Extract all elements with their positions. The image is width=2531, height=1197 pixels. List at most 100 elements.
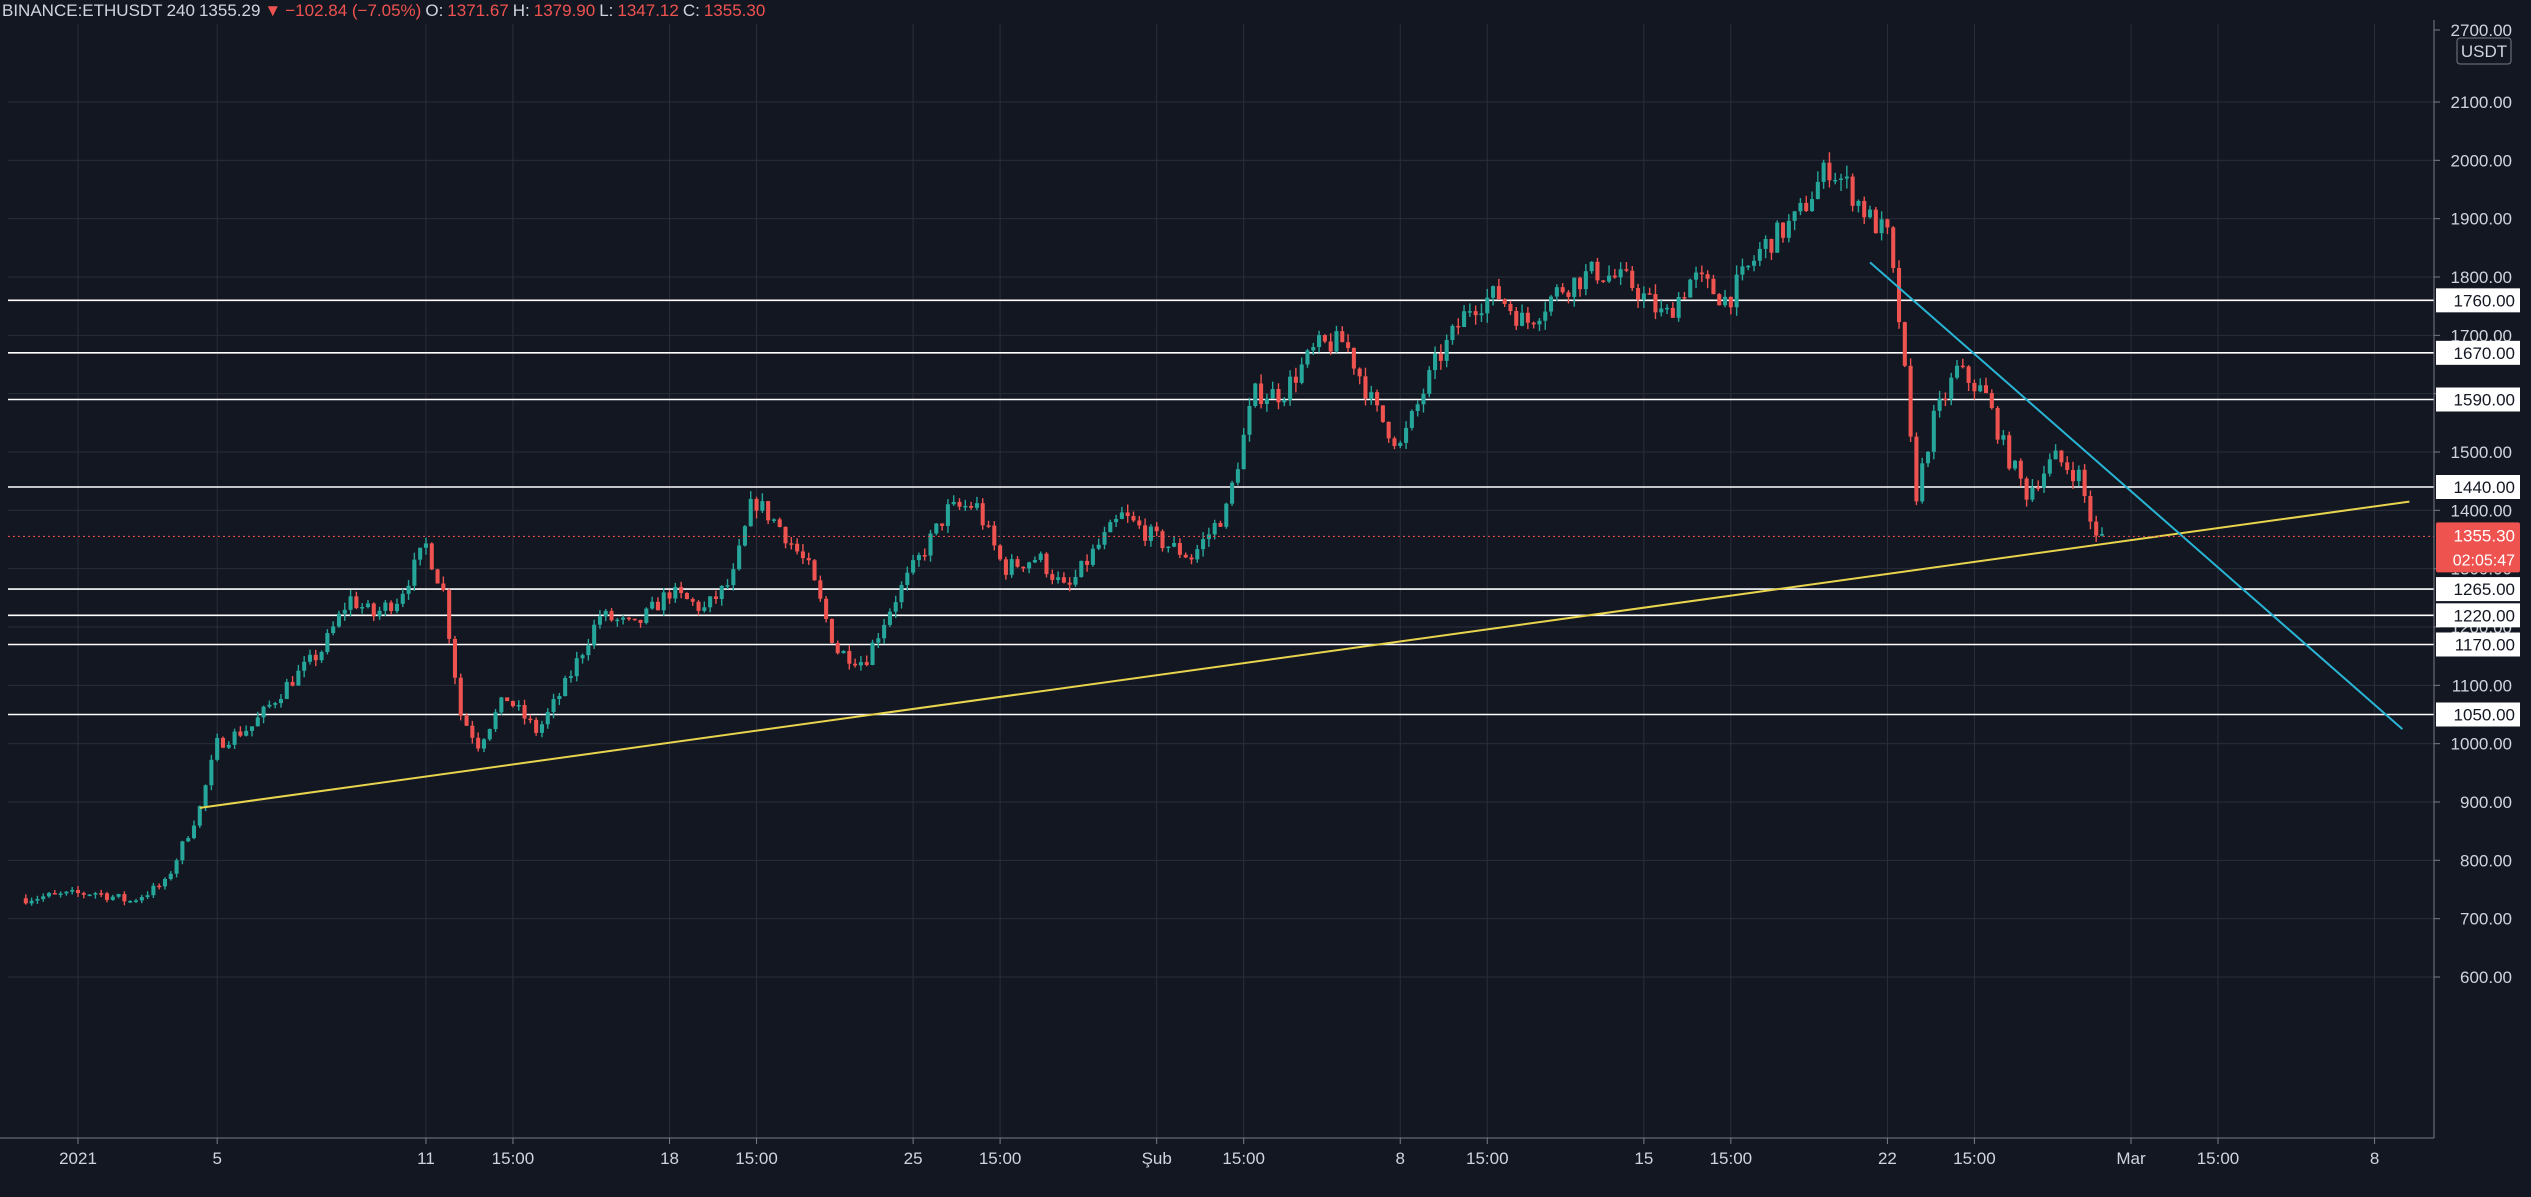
open-label: O: xyxy=(425,1,444,20)
candle xyxy=(261,705,266,724)
candle xyxy=(1131,511,1136,523)
high-label: H: xyxy=(512,1,530,20)
candle-body xyxy=(1653,294,1658,313)
candle xyxy=(505,697,510,702)
candle xyxy=(325,629,330,655)
time-tick-label: 15:00 xyxy=(1710,1149,1753,1168)
candle-body xyxy=(1850,176,1855,206)
candle xyxy=(563,675,568,697)
candle xyxy=(974,496,979,511)
candle xyxy=(1421,388,1426,413)
interval-label[interactable]: 240 xyxy=(166,1,195,20)
candle-body xyxy=(824,598,829,619)
candle-body xyxy=(429,543,434,570)
candle-body xyxy=(1061,577,1066,583)
candle xyxy=(2041,465,2047,493)
candle-body xyxy=(1612,275,1617,278)
candle-body xyxy=(313,654,318,661)
candle xyxy=(1433,346,1438,380)
candle-body xyxy=(1902,322,1907,366)
price-tick-label: 1000.00 xyxy=(2451,735,2512,754)
candle xyxy=(296,664,301,686)
candle xyxy=(1815,171,1820,200)
candle-body xyxy=(934,523,939,534)
candle-body xyxy=(1241,434,1246,470)
candle xyxy=(940,523,945,531)
candle xyxy=(1270,381,1275,399)
candle xyxy=(452,635,457,685)
candle-body xyxy=(621,617,626,620)
candle xyxy=(487,728,492,741)
candle xyxy=(893,595,898,619)
time-tick-label: 8 xyxy=(1396,1149,1405,1168)
candle-body xyxy=(1810,199,1815,212)
candle-body xyxy=(632,618,637,621)
candle xyxy=(1978,378,1983,393)
candle-body xyxy=(1467,311,1472,313)
candle-body xyxy=(1995,408,2000,440)
candle-body xyxy=(557,695,562,700)
resistance-trendline[interactable] xyxy=(1869,261,2404,730)
candle-body xyxy=(1815,181,1820,200)
candle-body xyxy=(1572,277,1577,297)
candle xyxy=(394,598,399,614)
candle-body xyxy=(998,545,1003,560)
candle xyxy=(609,608,614,622)
candle-body xyxy=(1328,341,1333,352)
candle xyxy=(1954,360,1960,380)
time-axis[interactable]: 2021 5 11 15:00 18 15:00 25 15:00 Şub 15:00 8 15:00… xyxy=(59,1138,2379,1168)
candle xyxy=(1009,554,1014,578)
candle xyxy=(1073,569,1078,587)
candle-body xyxy=(1491,286,1496,298)
price-tick-label: 1700.00 xyxy=(2451,326,2512,345)
candle xyxy=(331,621,336,636)
candle-body xyxy=(1456,325,1461,328)
candle xyxy=(139,894,144,904)
candle-body xyxy=(829,618,834,643)
time-axis-background xyxy=(0,1138,2434,1197)
candle xyxy=(1491,285,1496,306)
last-price: 1355.29 xyxy=(198,1,261,20)
time-tick-label: Şub xyxy=(1142,1149,1172,1168)
candle xyxy=(1166,546,1171,553)
candle-body xyxy=(412,559,417,586)
price-axis[interactable]: 600.00 700.00 800.00 900.00 1000.00 1100.00 12… xyxy=(2434,21,2520,987)
candle-body xyxy=(2076,469,2081,482)
candle-body xyxy=(1224,503,1229,527)
candle xyxy=(1531,321,1536,329)
candle-body xyxy=(1885,219,1890,228)
candle xyxy=(853,658,858,668)
candle xyxy=(516,700,521,711)
candle-body xyxy=(1746,265,1751,268)
candle xyxy=(273,701,278,709)
candle xyxy=(412,552,417,591)
candle-body xyxy=(110,896,115,900)
candle xyxy=(708,595,713,613)
candle-body xyxy=(441,583,446,591)
symbol-label[interactable]: BINANCE:ETHUSDT xyxy=(2,1,163,20)
support-trendline[interactable] xyxy=(199,500,2410,809)
candle-body xyxy=(1734,274,1739,308)
level-box-label: 1050.00 xyxy=(2454,706,2515,725)
candle-body xyxy=(296,670,301,686)
candle-body xyxy=(23,898,28,904)
trendlines[interactable] xyxy=(199,261,2410,809)
candle xyxy=(1810,191,1815,212)
candle xyxy=(771,518,776,523)
price-tick-label: 2700.00 xyxy=(2451,21,2512,40)
candle xyxy=(1554,284,1559,302)
level-price-box: 1265.00 xyxy=(2436,577,2520,602)
open-value: 1371.67 xyxy=(447,1,509,20)
candle xyxy=(481,738,486,753)
candle xyxy=(824,596,829,623)
candle-body xyxy=(1334,331,1339,352)
candle-body xyxy=(1392,438,1397,446)
candle-body xyxy=(1340,331,1345,343)
candle xyxy=(447,588,452,644)
candle-body xyxy=(1317,335,1322,348)
candle-body xyxy=(418,547,423,560)
candle-body xyxy=(2065,462,2070,471)
candle-body xyxy=(58,893,63,895)
candle-body xyxy=(951,501,956,505)
